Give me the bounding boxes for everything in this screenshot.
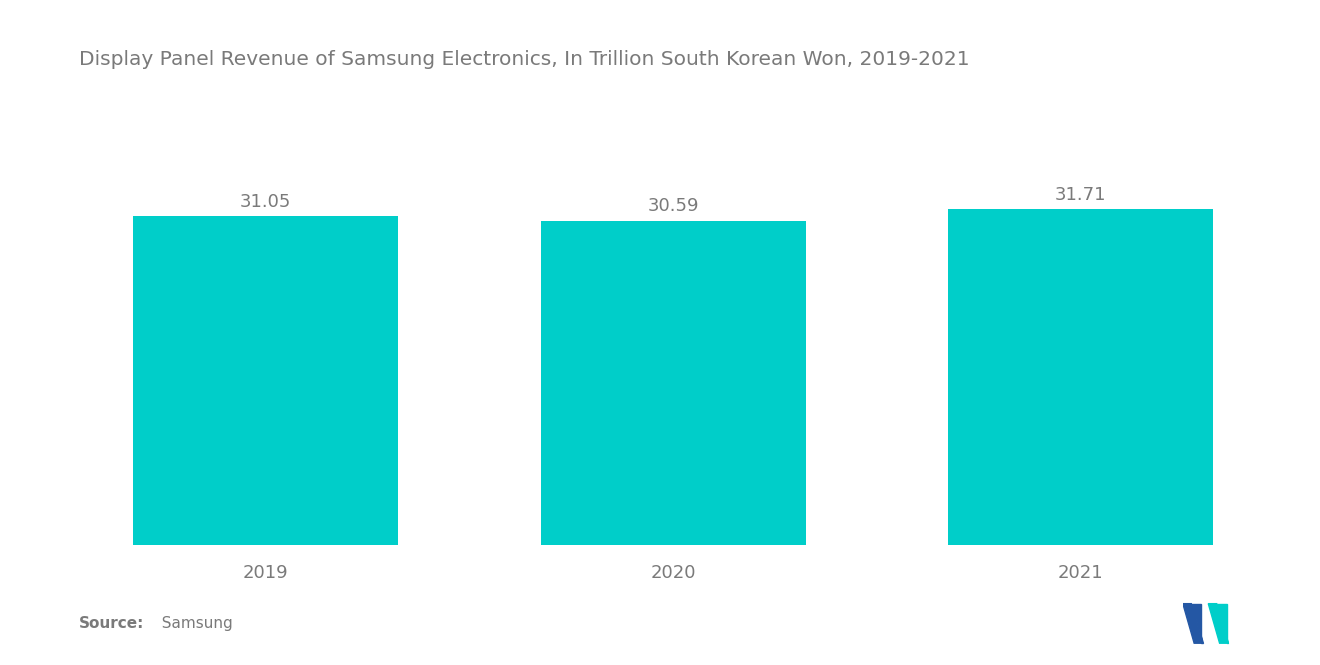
Polygon shape xyxy=(1183,604,1203,643)
Bar xyxy=(541,221,805,545)
Bar xyxy=(133,216,399,545)
Polygon shape xyxy=(1208,604,1228,643)
Text: 31.05: 31.05 xyxy=(240,193,292,211)
Text: 31.71: 31.71 xyxy=(1055,186,1106,203)
Text: 30.59: 30.59 xyxy=(647,198,700,215)
Text: Samsung: Samsung xyxy=(152,616,232,632)
Text: Display Panel Revenue of Samsung Electronics, In Trillion South Korean Won, 2019: Display Panel Revenue of Samsung Electro… xyxy=(79,50,970,69)
Polygon shape xyxy=(1192,604,1203,643)
Text: Source:: Source: xyxy=(79,616,145,632)
Bar xyxy=(948,209,1213,545)
Polygon shape xyxy=(1217,604,1228,643)
